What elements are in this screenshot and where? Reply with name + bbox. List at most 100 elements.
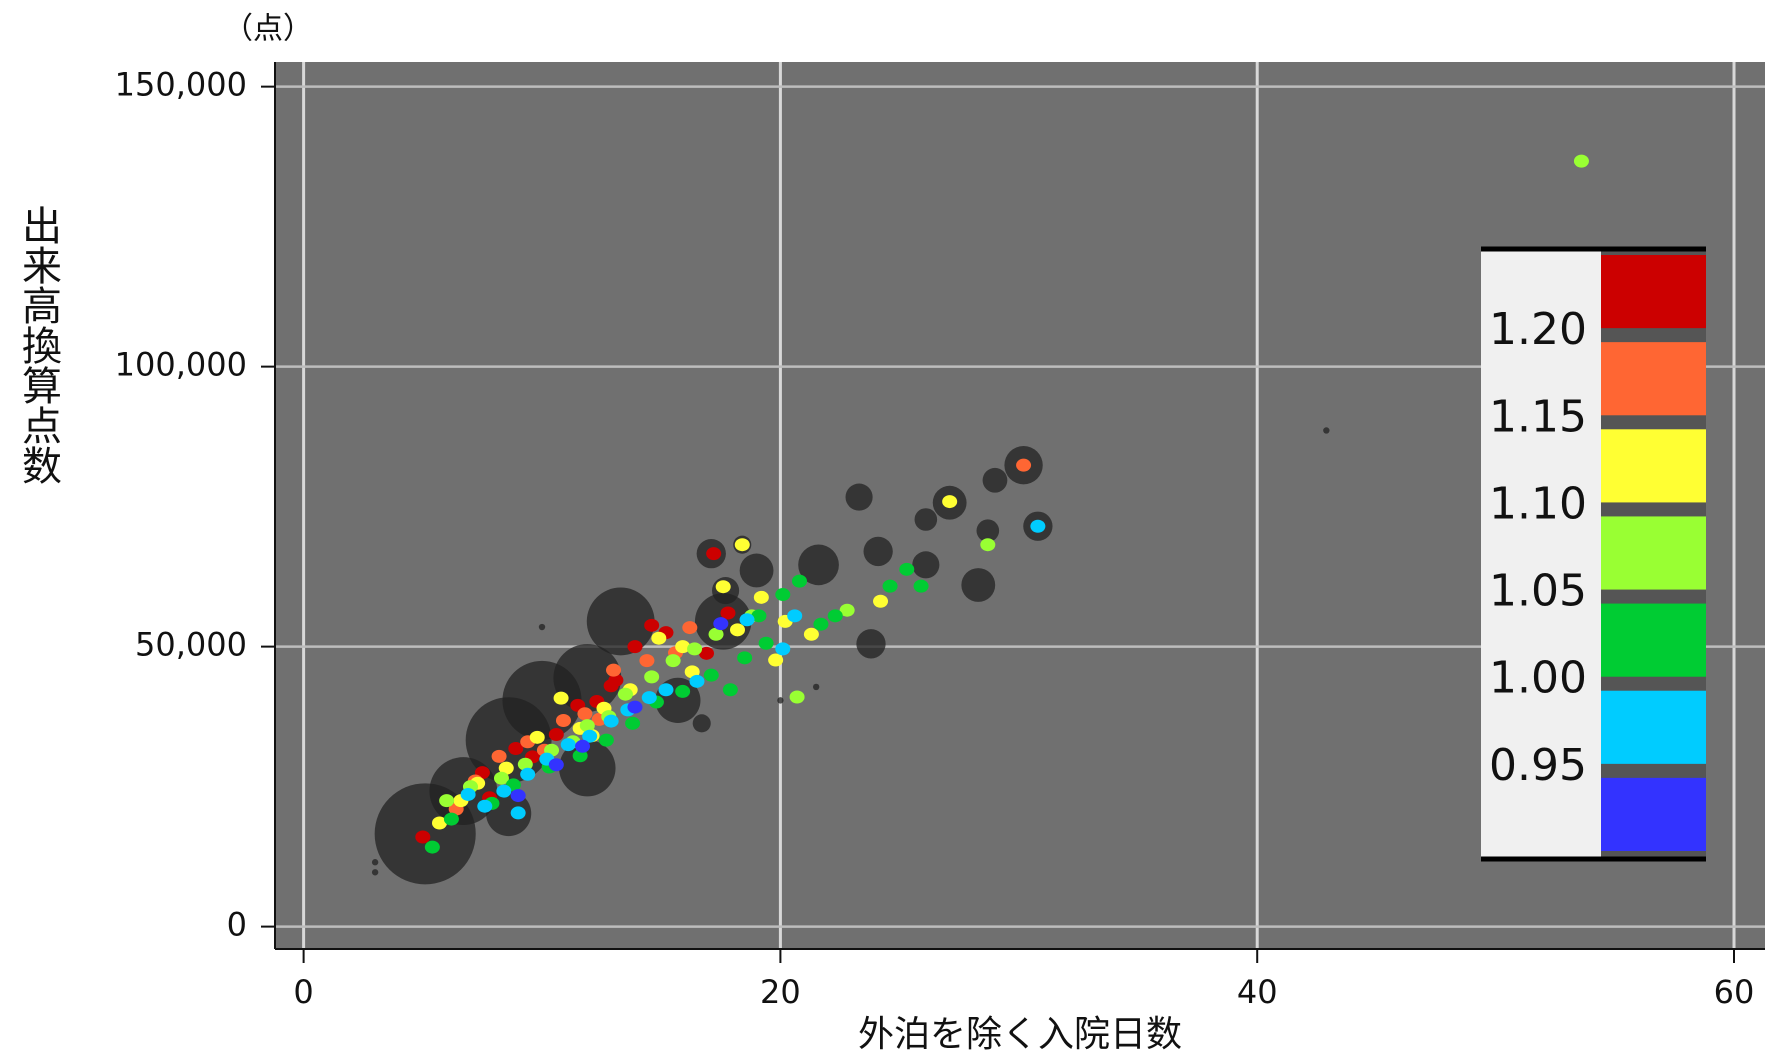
point [603,679,619,693]
bubble [812,683,820,691]
point [639,654,655,668]
point [787,609,803,623]
point [980,538,996,552]
bubble [502,660,582,740]
bubble [371,869,379,876]
point [789,690,805,704]
legend-label: 0.95 [1489,740,1587,791]
point [477,799,493,813]
point [803,627,819,641]
y-tick-label: 100,000 [115,346,247,384]
bubble [912,551,940,579]
legend-swatch [1601,255,1706,329]
point [703,668,719,682]
point [775,588,791,602]
point [827,609,843,623]
point [882,579,898,593]
point [1030,519,1046,533]
point [791,574,807,588]
legend-label: 1.15 [1489,391,1587,442]
bubble [371,859,379,866]
bubble [777,697,784,704]
point [603,714,619,728]
bubble [1323,427,1330,434]
bubble [961,568,996,602]
point [641,691,657,705]
bubble [692,714,711,733]
bubble [914,508,938,531]
legend-label: 1.00 [1489,653,1587,704]
legend-swatch [1601,603,1706,677]
point [424,840,440,854]
point [715,580,731,594]
point [617,687,633,701]
point [682,621,698,635]
x-tick-label: 20 [760,973,801,1011]
x-tick-label: 60 [1714,973,1755,1011]
point [415,830,431,844]
point [529,730,545,744]
point [739,613,755,627]
point [577,707,593,721]
point [508,742,524,756]
point [737,651,753,665]
point [758,636,774,650]
y-tick-label: 0 [227,906,247,944]
point [520,767,536,781]
legend-swatch [1601,342,1706,416]
point [675,684,691,698]
legend-label: 1.20 [1489,304,1587,355]
legend-swatch [1601,690,1706,764]
x-axis-label: 外泊を除く入院日数 [858,1014,1182,1055]
legend-background [1481,249,1601,859]
bubble [845,483,873,511]
point [734,538,750,552]
point [687,642,703,656]
point [510,789,526,803]
point [548,728,564,742]
point [713,617,729,631]
point [627,640,643,654]
point [443,812,459,826]
point [625,716,641,730]
point [460,787,476,801]
point [491,749,507,763]
legend-label: 1.05 [1489,566,1587,617]
point [813,617,829,631]
point [913,579,929,593]
point [496,784,512,798]
point [582,729,598,743]
point [606,663,622,677]
y-tick-label: 50,000 [135,626,247,664]
bubble [856,629,886,659]
point [651,631,667,645]
y-unit: （点） [223,12,313,47]
point [627,700,643,714]
y-axis-label: 出来高換算点数 [15,205,61,485]
point [689,674,705,688]
point [553,691,569,705]
x-tick-label: 40 [1237,973,1278,1011]
point [722,683,738,697]
bubble [798,544,839,586]
point [706,547,722,561]
point [579,719,595,733]
point [775,642,791,656]
point [575,739,591,753]
point [493,771,509,785]
y-tick-label: 150,000 [115,66,247,104]
point [644,618,660,632]
point [675,640,691,654]
bubble [982,467,1008,493]
bubble [863,536,893,567]
point [1573,154,1589,168]
x-tick-label: 0 [293,973,313,1011]
bubble [976,519,1000,542]
bubble [739,553,774,588]
point [753,590,769,604]
point [1016,458,1032,472]
point [439,794,455,808]
legend-swatch [1601,516,1706,590]
point [768,653,784,667]
